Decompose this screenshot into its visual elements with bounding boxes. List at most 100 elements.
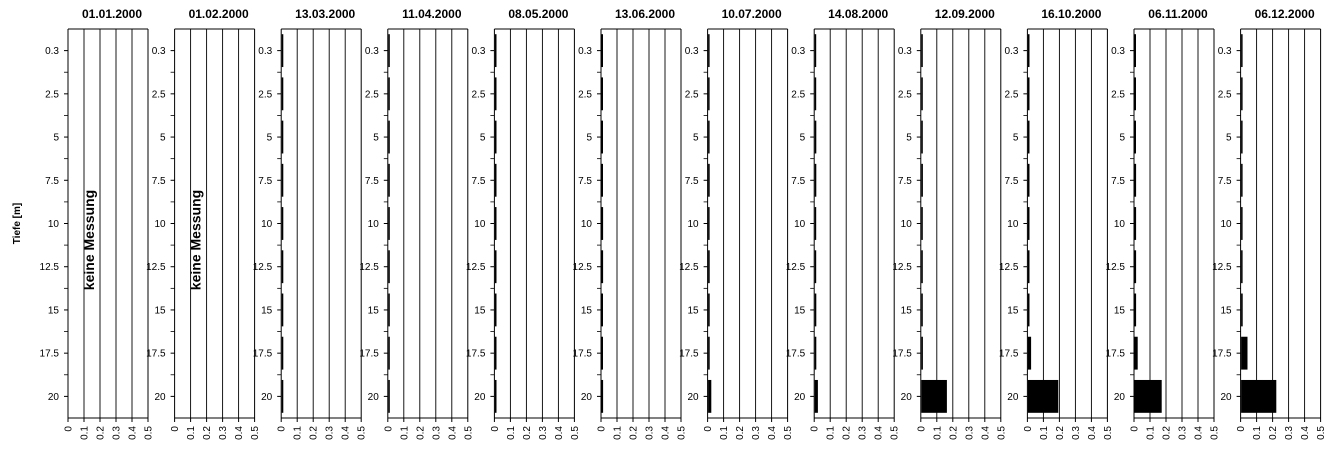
- panel-title: 08.05.2000: [508, 7, 568, 21]
- bar: [1134, 34, 1136, 68]
- panel-title: 13.03.2000: [295, 7, 355, 21]
- y-tick-label: 20: [48, 392, 60, 403]
- y-tick-label: 15: [1220, 305, 1232, 316]
- x-tick-label: 0.1: [719, 426, 730, 440]
- y-tick-label: 0.3: [152, 46, 166, 57]
- x-tick-label: 0.3: [218, 426, 229, 440]
- no-data-label: keine Messung: [188, 190, 204, 290]
- x-tick-label: 0.1: [80, 426, 91, 440]
- y-tick-label: 2.5: [1111, 89, 1125, 100]
- panel-10: 16.10.2000 0.3 2.5 5 7.5 10 12.5 15 17.5 20 0 0.1 0.…: [999, 7, 1114, 440]
- x-tick-label: 0.5: [890, 426, 901, 440]
- bar: [281, 77, 284, 111]
- bar: [388, 207, 390, 240]
- y-tick-label: 5: [693, 133, 699, 144]
- bar: [388, 293, 390, 327]
- bar: [1027, 207, 1030, 240]
- x-tick-label: 0: [490, 426, 501, 432]
- x-tick-label: 0.4: [661, 426, 672, 440]
- x-tick-label: 0.3: [751, 426, 762, 440]
- x-tick-label: 0.4: [234, 426, 245, 440]
- x-tick-label: 0.2: [735, 426, 746, 440]
- y-tick-label: 5: [160, 133, 166, 144]
- panel-title: 01.02.2000: [189, 7, 249, 21]
- y-tick-label: 7.5: [1004, 176, 1018, 187]
- y-tick-label: 7.5: [45, 176, 59, 187]
- panel-title: 06.12.2000: [1255, 7, 1315, 21]
- bar: [1241, 379, 1277, 413]
- x-tick-label: 0: [916, 426, 927, 432]
- y-tick-label: 15: [687, 305, 699, 316]
- panel-3: 13.03.2000 0.3 2.5 5 7.5 10 12.5 15 17.5 20 0 0.1 0.…: [253, 7, 368, 440]
- panel-9: 12.09.2000 0.3 2.5 5 7.5 10 12.5 15 17.5 20 0 0.1 0.…: [892, 7, 1007, 440]
- bar: [494, 120, 497, 154]
- bar: [1241, 336, 1248, 370]
- x-tick-label: 0.5: [250, 426, 261, 440]
- y-tick-label: 10: [154, 219, 166, 230]
- x-tick-label: 0.2: [522, 426, 533, 440]
- x-tick-label: 0.4: [1087, 426, 1098, 440]
- y-tick-label: 20: [1114, 392, 1126, 403]
- bar: [601, 163, 603, 197]
- bar: [601, 120, 603, 154]
- y-tick-label: 12.5: [1212, 262, 1232, 273]
- x-tick-label: 0.3: [431, 426, 442, 440]
- bar: [1027, 379, 1059, 413]
- y-tick-label: 17.5: [1106, 349, 1126, 360]
- y-tick-label: 17.5: [146, 349, 166, 360]
- y-tick-label: 2.5: [791, 89, 805, 100]
- bar: [388, 250, 390, 284]
- y-tick-label: 7.5: [578, 176, 592, 187]
- y-tick-label: 5: [373, 133, 379, 144]
- x-tick-label: 0: [1236, 426, 1247, 432]
- y-tick-label: 15: [261, 305, 273, 316]
- y-tick-label: 2.5: [365, 89, 379, 100]
- bar: [921, 163, 923, 197]
- y-tick-label: 20: [368, 392, 380, 403]
- y-tick-label: 0.3: [1111, 46, 1125, 57]
- x-tick-label: 0: [1130, 426, 1141, 432]
- y-tick-label: 10: [581, 219, 593, 230]
- bar: [1134, 207, 1137, 240]
- y-tick-label: 5: [1013, 133, 1019, 144]
- bar: [601, 293, 603, 327]
- y-tick-label: 5: [480, 133, 486, 144]
- bar: [1241, 207, 1243, 240]
- x-tick-label: 0.1: [1252, 426, 1263, 440]
- x-tick-label: 0.4: [554, 426, 565, 440]
- bar: [921, 336, 923, 370]
- x-tick-label: 0.3: [964, 426, 975, 440]
- bar: [281, 379, 284, 413]
- y-tick-label: 20: [581, 392, 593, 403]
- y-tick-label: 15: [154, 305, 166, 316]
- y-tick-label: 0.3: [471, 46, 485, 57]
- x-tick-label: 0.1: [186, 426, 197, 440]
- y-tick-label: 7.5: [365, 176, 379, 187]
- bar: [708, 163, 710, 197]
- bar: [601, 250, 604, 284]
- panel-5: 08.05.2000 0.3 2.5 5 7.5 10 12.5 15 17.5 20 0 0.1 0.…: [466, 7, 581, 440]
- panel-7: 10.07.2000 0.3 2.5 5 7.5 10 12.5 15 17.5 20 0 0.1 0.…: [679, 7, 794, 440]
- y-tick-label: 15: [1114, 305, 1126, 316]
- x-tick-label: 0.2: [842, 426, 853, 440]
- x-tick-label: 0.4: [767, 426, 778, 440]
- x-tick-label: 0.1: [399, 426, 410, 440]
- bar: [1027, 293, 1030, 327]
- x-tick-label: 0.3: [538, 426, 549, 440]
- bar: [281, 293, 284, 327]
- panel-title: 10.07.2000: [722, 7, 782, 21]
- bar: [1027, 336, 1032, 370]
- y-tick-label: 20: [261, 392, 273, 403]
- bar: [388, 336, 390, 370]
- bar: [1241, 34, 1243, 68]
- y-tick-label: 12.5: [253, 262, 273, 273]
- panel-title: 16.10.2000: [1041, 7, 1101, 21]
- x-tick-label: 0.3: [645, 426, 656, 440]
- y-tick-label: 20: [1220, 392, 1232, 403]
- panel-title: 12.09.2000: [935, 7, 995, 21]
- y-tick-label: 7.5: [1111, 176, 1125, 187]
- x-tick-label: 0.4: [1300, 426, 1311, 440]
- y-tick-label: 20: [1007, 392, 1019, 403]
- x-tick-label: 0: [597, 426, 608, 432]
